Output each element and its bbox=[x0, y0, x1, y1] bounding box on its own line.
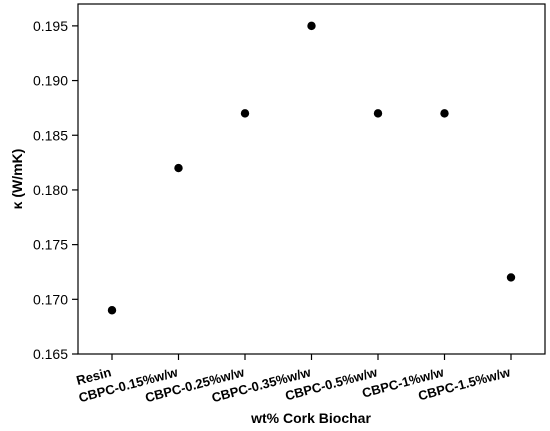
x-axis-ticks: ResinCBPC-0.15%w/wCBPC-0.25%w/wCBPC-0.35… bbox=[75, 354, 513, 405]
data-point bbox=[240, 109, 250, 118]
y-tick-label: 0.195 bbox=[33, 18, 68, 34]
y-axis-ticks: 0.165 0.170 0.175 0.180 0.185 0.190 0.195 bbox=[33, 18, 78, 362]
x-axis-title: wt% Cork Biochar bbox=[250, 410, 371, 426]
data-point bbox=[107, 306, 117, 315]
y-tick-label: 0.180 bbox=[33, 182, 68, 198]
data-point bbox=[307, 21, 316, 31]
data-point bbox=[506, 273, 516, 282]
plot-frame bbox=[77, 3, 546, 355]
y-tick-label: 0.175 bbox=[33, 237, 68, 253]
data-point bbox=[373, 109, 383, 118]
y-tick-label: 0.170 bbox=[33, 291, 68, 307]
y-axis-title: κ (W/mK) bbox=[9, 149, 25, 210]
y-tick-label: 0.185 bbox=[33, 127, 68, 143]
data-point bbox=[440, 109, 449, 118]
y-tick-label: 0.165 bbox=[33, 346, 68, 362]
data-points bbox=[107, 21, 516, 315]
data-point bbox=[174, 163, 183, 173]
y-tick-label: 0.190 bbox=[33, 73, 68, 89]
